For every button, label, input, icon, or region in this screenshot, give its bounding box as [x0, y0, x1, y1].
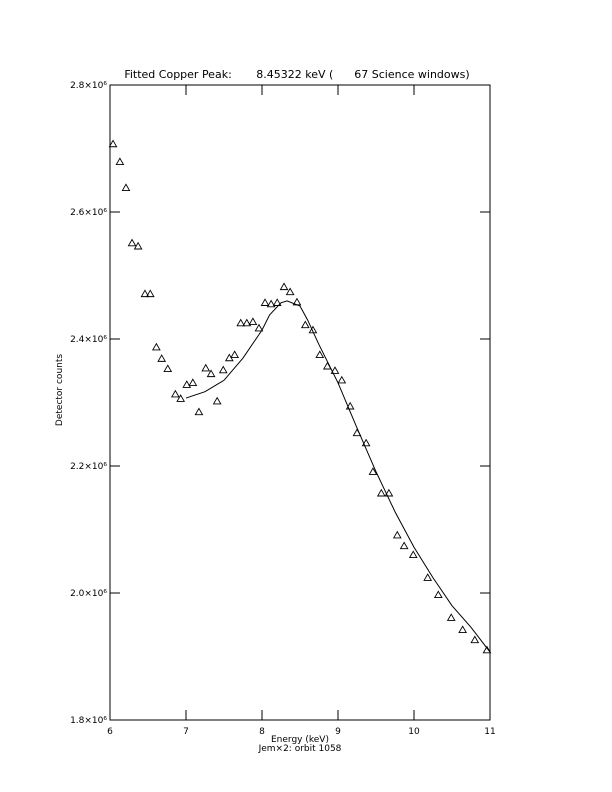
data-point	[248, 317, 258, 326]
data-point	[230, 350, 240, 359]
y-axis-label: Detector counts	[55, 354, 65, 426]
data-point	[384, 488, 394, 497]
data-point	[242, 318, 252, 327]
data-point	[108, 139, 118, 148]
x-tick-label: 6	[107, 727, 113, 737]
data-point	[218, 365, 228, 374]
subtitle: Jem×2: orbit 1058	[258, 744, 342, 754]
data-point	[176, 394, 186, 402]
data-point	[115, 157, 125, 165]
data-point	[458, 625, 468, 633]
data-point	[433, 590, 443, 599]
y-tick-label: 2.0×10⁶	[70, 589, 107, 599]
y-tick-label: 2.6×10⁶	[70, 208, 107, 218]
data-point	[140, 289, 150, 298]
data-point	[279, 282, 289, 291]
y-tick-label: 2.8×10⁶	[70, 81, 107, 91]
data-point	[308, 325, 318, 334]
x-axis-label: Energy (keV)	[271, 735, 329, 745]
data-point	[206, 369, 216, 378]
data-point	[446, 613, 456, 621]
chart-title: Fitted Copper Peak: 8.45322 keV ( 67 Sci…	[124, 68, 469, 81]
data-point	[423, 573, 433, 581]
data-point	[170, 389, 180, 398]
data-point	[145, 289, 155, 298]
data-point	[470, 635, 480, 644]
data-point	[345, 401, 355, 410]
data-point	[133, 241, 143, 250]
data-point	[392, 530, 402, 539]
data-point	[266, 299, 276, 308]
data-point	[300, 320, 310, 329]
x-tick-label: 7	[183, 727, 189, 737]
data-point	[337, 375, 347, 384]
data-point	[399, 541, 409, 550]
data-point	[212, 396, 222, 405]
x-tick-label: 8	[259, 727, 265, 737]
data-point	[121, 183, 131, 192]
y-tick-label: 2.2×10⁶	[70, 462, 107, 472]
data-point	[285, 287, 295, 296]
y-tick-label: 2.4×10⁶	[70, 335, 107, 345]
data-point	[188, 378, 198, 386]
data-point	[163, 364, 173, 372]
fit-line	[185, 300, 491, 653]
data-point	[157, 354, 167, 362]
x-tick-label: 11	[484, 727, 495, 737]
y-tick-label: 1.8×10⁶	[70, 716, 107, 726]
plot-frame	[109, 84, 491, 721]
data-point	[315, 350, 325, 359]
data-point	[236, 318, 246, 327]
data-point	[368, 467, 378, 475]
data-point	[151, 342, 161, 351]
data-point	[260, 298, 270, 306]
data-point	[408, 550, 418, 559]
data-point	[330, 366, 340, 374]
data-point	[361, 438, 371, 447]
x-tick-label: 10	[408, 727, 420, 737]
data-point	[201, 363, 211, 372]
data-point	[127, 238, 137, 247]
data-point	[194, 407, 204, 416]
data-point	[254, 323, 264, 332]
data-point	[182, 380, 192, 388]
data-point	[272, 298, 282, 306]
data-point	[376, 488, 386, 497]
x-tick-label: 9	[335, 727, 341, 737]
